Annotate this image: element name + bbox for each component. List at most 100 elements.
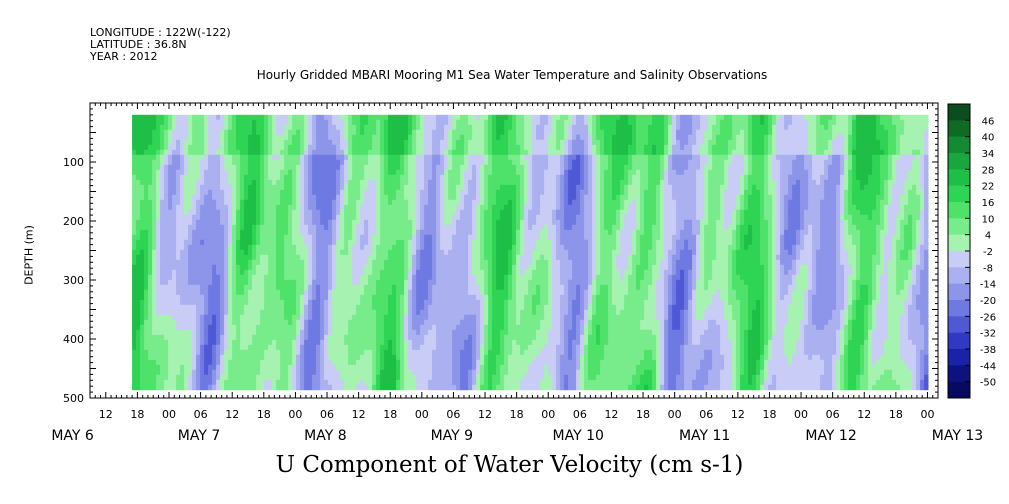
heatmap-cell [212,359,217,366]
heatmap-cell [188,314,193,321]
heatmap-cell [408,239,413,246]
heatmap-cell [476,249,481,256]
heatmap-cell [344,319,349,326]
heatmap-cell [352,339,357,346]
heatmap-cell [344,264,349,271]
heatmap-cell [340,209,345,216]
heatmap-cell [152,214,157,221]
heatmap-cell [304,314,309,321]
heatmap-cell [304,339,309,346]
heatmap-cell [292,329,297,336]
heatmap-cell [304,259,309,266]
heatmap-cell [368,319,373,326]
heatmap-cell [300,284,305,291]
heatmap-cell [236,184,241,191]
heatmap-cell [336,354,341,361]
heatmap-cell [468,334,473,341]
heatmap-cell [388,364,393,371]
heatmap-cell [436,214,441,221]
heatmap-cell [252,384,257,391]
heatmap-cell [448,384,453,391]
heatmap-cell [316,279,321,286]
heatmap-cell [388,194,393,201]
heatmap-cell [388,209,393,216]
heatmap-cell [240,354,245,361]
heatmap-cell [132,359,137,366]
heatmap-cell [424,254,429,261]
heatmap-cell [260,239,265,246]
heatmap-cell [372,224,377,231]
heatmap-cell [432,194,437,201]
heatmap-cell [132,324,137,331]
heatmap-cell [220,234,225,241]
heatmap-cell [368,284,373,291]
heatmap-cell [472,324,477,331]
heatmap-cell [280,269,285,276]
heatmap-cell [400,309,405,316]
heatmap-cell [356,159,361,166]
heatmap-cell [420,239,425,246]
heatmap-cell [328,194,333,201]
heatmap-cell [160,229,165,236]
heatmap-cell [264,294,269,301]
heatmap-cell [344,159,349,166]
heatmap-cell [168,279,173,286]
heatmap-cell [364,154,369,161]
heatmap-cell [248,374,253,381]
heatmap-cell [380,319,385,326]
heatmap-cell [340,119,345,126]
heatmap-cell [288,269,293,276]
heatmap-cell [152,284,157,291]
heatmap-cell [212,129,217,136]
heatmap-cell [348,344,353,351]
heatmap-cell [144,379,149,386]
heatmap-cell [260,159,265,166]
heatmap-cell [388,264,393,271]
heatmap-cell [224,144,229,151]
heatmap-cell [324,209,329,216]
heatmap-cell [264,119,269,126]
heatmap-cell [260,264,265,271]
heatmap-cell [448,229,453,236]
heatmap-cell [144,274,149,281]
heatmap-cell [236,154,241,161]
heatmap-cell [308,309,313,316]
heatmap-cell [208,354,213,361]
heatmap-cell [304,359,309,366]
heatmap-cell [400,199,405,206]
heatmap-cell [300,229,305,236]
heatmap-cell [176,139,181,146]
heatmap-cell [492,224,497,231]
heatmap-cell [248,364,253,371]
heatmap-cell [444,344,449,351]
heatmap-cell [188,169,193,176]
heatmap-cell [256,184,261,191]
heatmap-cell [432,124,437,131]
heatmap-cell [400,339,405,346]
heatmap-cell [448,244,453,251]
heatmap-cell [492,134,497,141]
heatmap-cell [160,204,165,211]
heatmap-cell [436,149,441,156]
heatmap-cell [192,264,197,271]
heatmap-cell [396,319,401,326]
heatmap-cell [184,264,189,271]
heatmap-cell [328,299,333,306]
heatmap-cell [416,269,421,276]
heatmap-cell [244,324,249,331]
heatmap-cell [436,364,441,371]
heatmap-cell [312,289,317,296]
heatmap-cell [384,344,389,351]
heatmap-cell [248,359,253,366]
heatmap-cell [144,214,149,221]
heatmap-cell [472,269,477,276]
heatmap-cell [192,149,197,156]
heatmap-cell [272,289,277,296]
heatmap-cell [244,214,249,221]
heatmap-cell [272,234,277,241]
heatmap-cell [228,169,233,176]
heatmap-cell [476,294,481,301]
heatmap-cell [356,359,361,366]
heatmap-cell [476,219,481,226]
heatmap-cell [312,234,317,241]
